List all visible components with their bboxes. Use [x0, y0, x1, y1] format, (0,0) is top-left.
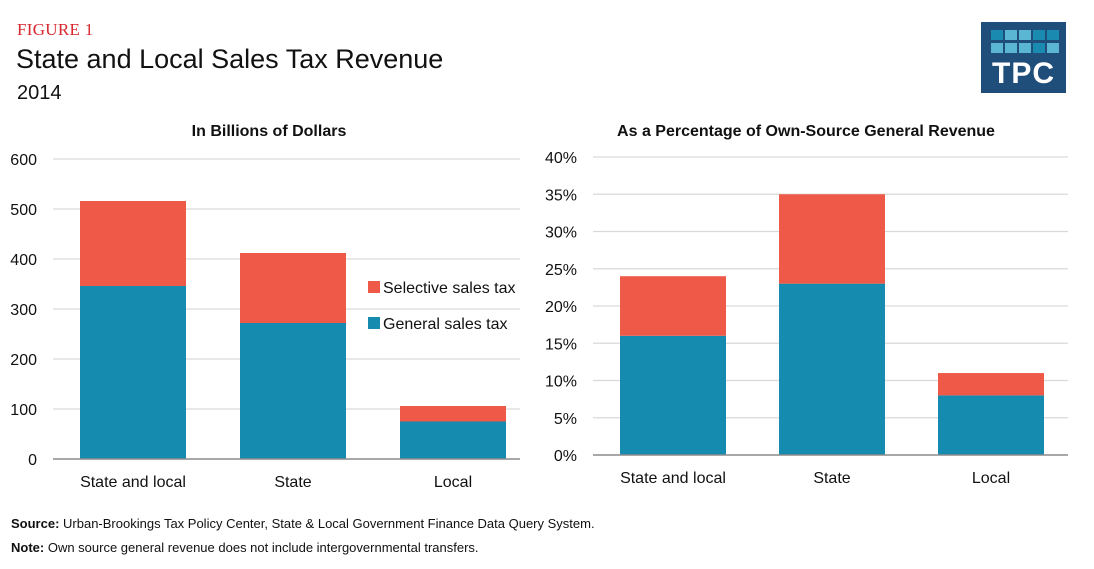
source-label: Source:: [11, 516, 60, 531]
logo-square: [1019, 43, 1031, 53]
legend-swatch: [368, 281, 380, 293]
logo-square: [1047, 30, 1059, 40]
y-tick-label: 200: [10, 352, 37, 369]
footer-note: Note: Own source general revenue does no…: [11, 540, 479, 555]
y-tick-label: 300: [10, 302, 37, 319]
x-category-label: State and local: [80, 474, 186, 491]
y-tick-label: 100: [10, 402, 37, 419]
y-tick-label: 0%: [554, 448, 577, 465]
y-tick-label: 400: [10, 252, 37, 269]
logo-square: [1047, 43, 1059, 53]
figure-label: FIGURE 1: [17, 20, 94, 39]
logo-square: [1019, 30, 1031, 40]
y-tick-label: 35%: [545, 187, 577, 204]
bar-general-sales-tax: [620, 335, 726, 455]
y-tick-label: 500: [10, 202, 37, 219]
chart-subtitle: 2014: [17, 82, 62, 104]
logo-square: [991, 43, 1003, 53]
note-label: Note:: [11, 540, 45, 555]
tpc-logo: TPC: [981, 22, 1066, 93]
bar-general-sales-tax: [779, 283, 885, 455]
legend-label: General sales tax: [383, 316, 508, 333]
bar-general-sales-tax: [240, 323, 346, 459]
panel-title-dollars: In Billions of Dollars: [192, 123, 347, 140]
y-tick-label: 15%: [545, 336, 577, 353]
panel-title-percent: As a Percentage of Own-Source General Re…: [617, 123, 995, 140]
x-category-label: State and local: [620, 470, 726, 487]
x-category-label: State: [813, 470, 850, 487]
y-tick-label: 25%: [545, 262, 577, 279]
x-category-label: Local: [434, 474, 472, 491]
x-category-label: State: [274, 474, 311, 491]
logo-square: [1005, 30, 1017, 40]
bar-selective-sales-tax: [938, 373, 1044, 396]
bar-selective-sales-tax: [620, 276, 726, 336]
y-tick-label: 10%: [545, 374, 577, 391]
chart-title: State and Local Sales Tax Revenue: [16, 44, 444, 74]
source-note: Source: Urban-Brookings Tax Policy Cente…: [11, 516, 595, 531]
logo-square: [1005, 43, 1017, 53]
y-tick-label: 5%: [554, 411, 577, 428]
logo-text: TPC: [992, 57, 1055, 90]
y-tick-label: 0: [28, 452, 37, 469]
logo-square: [1033, 30, 1045, 40]
y-tick-label: 30%: [545, 225, 577, 242]
logo-square: [1033, 43, 1045, 53]
bar-general-sales-tax: [400, 421, 506, 459]
y-tick-label: 20%: [545, 299, 577, 316]
y-tick-label: 600: [10, 152, 37, 169]
bar-general-sales-tax: [938, 395, 1044, 455]
bar-selective-sales-tax: [779, 194, 885, 284]
legend-swatch: [368, 317, 380, 329]
bar-selective-sales-tax: [400, 406, 506, 422]
logo-square: [991, 30, 1003, 40]
note-text: Own source general revenue does not incl…: [44, 540, 479, 555]
source-text: Urban-Brookings Tax Policy Center, State…: [59, 516, 595, 531]
x-category-label: Local: [972, 470, 1010, 487]
bar-selective-sales-tax: [240, 253, 346, 323]
bar-general-sales-tax: [80, 286, 186, 459]
y-tick-label: 40%: [545, 150, 577, 167]
bar-selective-sales-tax: [80, 201, 186, 286]
legend-label: Selective sales tax: [383, 280, 516, 297]
